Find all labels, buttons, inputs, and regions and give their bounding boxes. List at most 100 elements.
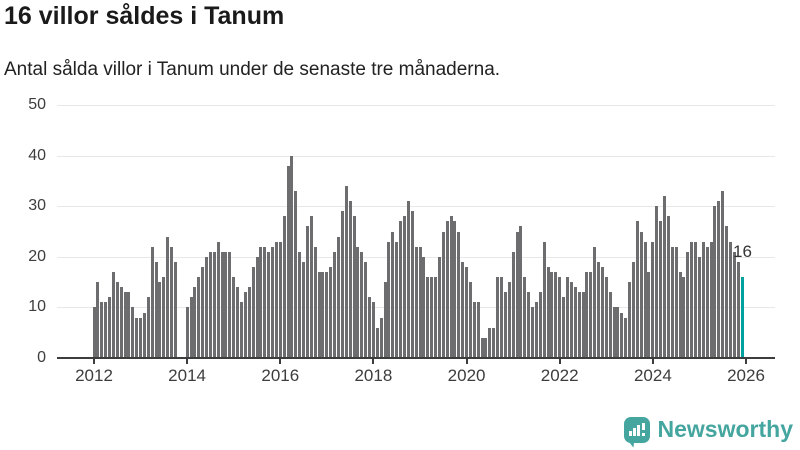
bar [678,272,682,358]
bar [208,251,212,358]
bar [383,282,387,358]
bar [317,272,321,358]
y-axis-label-40: 40 [28,146,46,164]
bar [193,287,197,358]
bar [146,297,150,358]
newsworthy-logo-text: Newsworthy [657,416,793,442]
bar [96,282,100,358]
bar [340,211,344,358]
y-axis-label-30: 30 [28,197,46,215]
bar [111,272,115,358]
y-axis-label-10: 10 [28,298,46,316]
x-axis-label-2016: 2016 [261,366,300,385]
bar [247,287,251,358]
bar [523,277,527,358]
gridline-30 [57,206,775,208]
bar [251,266,255,358]
y-axis-label-0: 0 [37,349,46,366]
bar [558,277,562,358]
bar [519,226,523,358]
bar [286,165,290,358]
x-axis-tick-2022 [558,359,561,364]
bar [329,266,333,358]
bar [154,261,158,358]
bar [170,246,174,358]
bar [119,287,123,358]
bar [430,277,434,358]
bar [546,266,550,358]
bar [461,261,465,358]
bar [406,201,410,358]
bar [100,302,104,358]
bar [604,277,608,358]
newsworthy-logo[interactable]: Newsworthy [623,416,793,448]
bar [663,196,666,358]
bar [197,277,201,358]
x-axis-tick-2020 [465,359,468,364]
x-axis-label-2022: 2022 [540,366,579,385]
bar [659,221,663,358]
bar [628,282,632,358]
bar [631,261,635,358]
logo-bar-2 [632,427,636,436]
bar [569,282,573,358]
y-axis-label-20: 20 [28,247,46,265]
logo-bar-3 [636,424,640,436]
x-axis-tick-2024 [651,359,654,364]
bar [635,221,639,358]
bar [305,226,309,358]
bar [205,256,209,358]
bar [344,186,348,358]
bar [185,307,189,358]
bar [554,272,558,358]
bar [725,226,729,358]
x-axis-label-2020: 2020 [447,366,486,385]
bar [402,216,406,358]
bar [243,292,247,358]
bar [212,251,216,358]
bar [104,302,108,358]
bar [465,266,469,358]
x-axis-tick-2012 [93,359,95,364]
bar [643,241,647,358]
bar [228,251,232,358]
x-axis-label-2024: 2024 [633,366,672,385]
bar [150,246,154,358]
bar [682,277,686,358]
bar [236,287,240,358]
bar [562,297,566,358]
bar [573,287,577,358]
gridline-50 [57,105,775,106]
bar [670,246,674,358]
x-axis-tick-2018 [372,359,375,364]
bar [189,297,193,358]
bar [321,272,325,358]
bar [232,277,236,358]
x-axis-tick-2026 [745,359,747,364]
bar [728,241,732,358]
bar [158,282,162,358]
bar [139,317,143,358]
bar [352,216,356,358]
bar [356,246,360,358]
bar [131,307,135,358]
bar [418,246,422,358]
bar [115,282,119,358]
bar [503,292,507,358]
x-axis-tick-2016 [279,359,282,364]
bar [410,211,414,358]
bar [371,302,375,358]
chart-title: 16 villor såldes i Tanum [4,2,285,30]
bar [620,312,624,358]
bar [593,246,597,358]
bar [92,307,96,358]
bar [290,155,294,358]
x-axis-label-2018: 2018 [354,366,393,385]
bar [278,241,282,358]
bar [325,272,329,358]
bar [639,231,643,358]
bar [666,216,670,358]
bar [457,231,461,358]
x-axis-label-2026: 2026 [727,366,765,385]
